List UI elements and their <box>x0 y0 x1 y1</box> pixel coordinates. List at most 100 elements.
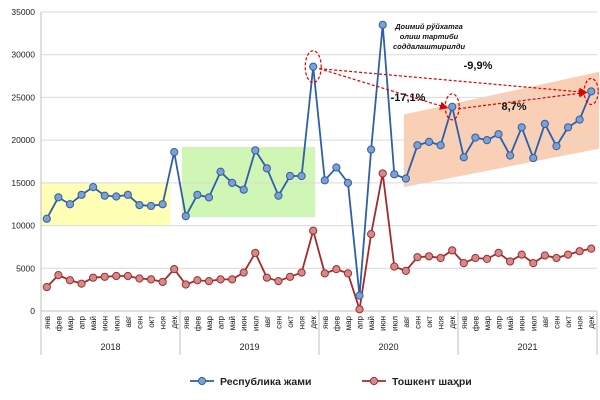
x-tick-label: апр <box>78 315 87 329</box>
band-2019 <box>181 146 316 218</box>
data-point <box>320 176 329 185</box>
annotation-label: -9,9% <box>464 60 493 72</box>
data-point <box>262 273 271 282</box>
data-point <box>228 178 237 187</box>
data-point <box>309 62 318 71</box>
data-point <box>575 115 584 124</box>
note-text: Доимий рўйхатга <box>394 22 463 31</box>
data-point <box>459 259 468 268</box>
x-tick-label: янв <box>460 316 469 329</box>
data-point <box>42 214 51 223</box>
note-text: олиш тартиби <box>400 32 459 41</box>
data-point <box>297 268 306 277</box>
data-point <box>89 273 98 282</box>
data-point <box>297 171 306 181</box>
y-axis-ticks: 0 5000 10000 15000 20000 25000 30000 35000 <box>11 7 42 316</box>
x-tick-label: июл <box>390 316 399 331</box>
data-point <box>390 170 399 179</box>
data-point <box>424 137 434 146</box>
data-point <box>448 102 457 111</box>
data-point <box>424 252 434 261</box>
data-point <box>158 200 167 209</box>
data-point <box>251 146 260 155</box>
x-tick-label: ноя <box>298 316 307 329</box>
data-point <box>181 212 190 221</box>
data-point <box>494 248 503 258</box>
note-text: соддалаштирилди <box>393 42 466 51</box>
x-tick-label: май <box>228 316 237 330</box>
data-point <box>552 253 561 263</box>
series-lines <box>42 20 596 314</box>
data-point <box>343 269 353 278</box>
data-point <box>506 257 515 266</box>
year-label: 2021 <box>517 342 537 352</box>
data-point <box>413 141 422 150</box>
x-tick-label: ноя <box>437 316 446 329</box>
y-tick-label: 0 <box>30 306 35 316</box>
data-point <box>123 271 132 281</box>
data-point <box>193 276 202 285</box>
x-tick-label: фев <box>471 316 480 331</box>
data-point <box>563 123 573 132</box>
data-point <box>251 248 260 258</box>
x-tick-label: сен <box>135 316 144 329</box>
data-point <box>448 246 457 255</box>
data-point <box>355 291 364 300</box>
data-point <box>436 253 445 263</box>
x-tick-label: дек <box>170 316 179 329</box>
y-tick-label: 25000 <box>11 92 35 102</box>
data-point <box>332 163 341 172</box>
x-tick-label: май <box>89 316 98 330</box>
x-axis: янв фев мар апр май июн июл авг сен окт ноя дек янв ф… <box>40 310 598 355</box>
data-point <box>563 250 573 259</box>
data-point <box>506 151 515 160</box>
x-tick-label: ноя <box>159 316 168 329</box>
data-point <box>204 193 214 202</box>
data-point <box>517 250 526 259</box>
x-tick-label: июл <box>112 316 121 331</box>
x-tick-label: май <box>367 316 376 330</box>
x-tick-label: апр <box>356 315 365 329</box>
x-tick-label: окт <box>147 316 156 328</box>
data-point <box>204 277 214 286</box>
data-point <box>239 185 248 194</box>
x-tick-label: окт <box>425 316 434 328</box>
data-point <box>401 266 410 275</box>
x-tick-label: ноя <box>576 316 585 329</box>
data-point <box>228 275 237 284</box>
year-label: 2020 <box>378 342 398 352</box>
arrow-dec-to-dec-2020 <box>319 68 449 110</box>
x-tick-label: сен <box>413 316 422 329</box>
data-point <box>135 200 144 210</box>
legend: Республика жами Тошкент шаҳри <box>190 376 472 388</box>
x-tick-label: авг <box>124 316 133 328</box>
data-point <box>575 247 584 256</box>
x-tick-label: сен <box>274 316 283 329</box>
x-tick-label: май <box>506 316 515 330</box>
data-point <box>552 142 561 151</box>
x-tick-label: дек <box>587 316 596 329</box>
y-tick-label: 30000 <box>11 50 35 60</box>
y-tick-label: 10000 <box>11 221 35 231</box>
data-point <box>77 190 86 199</box>
x-tick-label: фев <box>54 316 63 331</box>
x-tick-label: авг <box>263 316 272 328</box>
x-tick-label: авг <box>402 316 411 328</box>
data-point <box>146 201 156 211</box>
data-point <box>587 87 596 96</box>
data-point <box>320 269 329 278</box>
data-point <box>390 262 399 271</box>
data-point <box>459 153 468 162</box>
x-tick-label: июл <box>529 316 538 331</box>
x-tick-label: янв <box>182 316 191 329</box>
x-tick-label: июн <box>101 316 110 331</box>
x-tick-label: сен <box>552 316 561 329</box>
data-point <box>170 148 179 157</box>
data-point <box>401 174 410 183</box>
data-point <box>471 253 480 263</box>
x-tick-label: июн <box>518 316 527 331</box>
year-label: 2018 <box>100 342 120 352</box>
x-tick-label: мар <box>66 315 75 330</box>
x-tick-label: янв <box>43 316 52 329</box>
